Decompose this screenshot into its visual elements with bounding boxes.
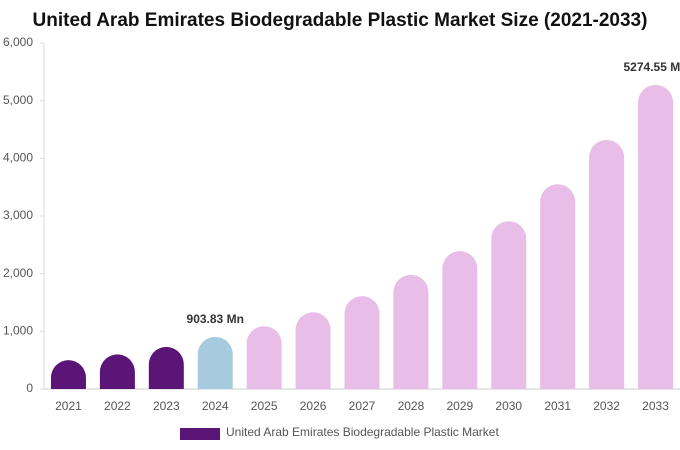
x-tick-label: 2025	[251, 399, 278, 413]
y-tick-label: 1,000	[3, 324, 33, 338]
bar	[50, 360, 86, 389]
value-label: 5274.55 Mn	[624, 60, 680, 74]
bar	[246, 326, 282, 389]
y-tick-label: 4,000	[3, 151, 33, 165]
x-tick-label: 2032	[593, 399, 620, 413]
x-tick-label: 2026	[300, 399, 327, 413]
y-tick-label: 2,000	[3, 266, 33, 280]
value-label: 903.83 Mn	[187, 312, 244, 326]
bar	[393, 274, 429, 389]
bar	[491, 221, 527, 389]
bar	[344, 296, 380, 389]
x-tick-label: 2031	[544, 399, 571, 413]
x-tick-label: 2029	[446, 399, 473, 413]
chart-title: United Arab Emirates Biodegradable Plast…	[33, 10, 648, 31]
y-tick-label: 0	[26, 381, 33, 395]
x-tick-label: 2028	[398, 399, 425, 413]
bar	[148, 346, 184, 389]
bar	[442, 251, 478, 389]
bar	[197, 336, 233, 389]
x-tick-label: 2022	[104, 399, 131, 413]
y-tick-label: 3,000	[3, 208, 33, 222]
bar	[99, 354, 135, 389]
x-tick-label: 2021	[55, 399, 82, 413]
x-tick-label: 2030	[495, 399, 522, 413]
legend-swatch	[180, 428, 220, 440]
y-tick-label: 5,000	[3, 93, 33, 107]
bar	[295, 312, 331, 389]
legend-label: United Arab Emirates Biodegradable Plast…	[226, 425, 499, 439]
x-tick-label: 2027	[349, 399, 376, 413]
x-tick-label: 2033	[642, 399, 669, 413]
x-tick-label: 2024	[202, 399, 229, 413]
bar	[589, 139, 625, 389]
y-tick-label: 6,000	[3, 35, 33, 49]
x-tick-label: 2023	[153, 399, 180, 413]
bar	[638, 84, 674, 389]
bar	[540, 184, 576, 389]
